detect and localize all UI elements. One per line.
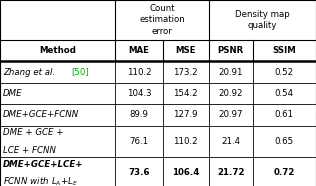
Text: 89.9: 89.9 (130, 110, 149, 119)
Text: Density map
quality: Density map quality (235, 10, 290, 30)
Text: 21.72: 21.72 (217, 169, 245, 177)
Text: [50]: [50] (71, 68, 89, 77)
Text: Count
estimation
error: Count estimation error (139, 4, 185, 36)
Text: 0.65: 0.65 (275, 137, 294, 146)
Text: 154.2: 154.2 (173, 89, 198, 98)
Text: MAE: MAE (129, 46, 149, 55)
Text: 73.6: 73.6 (128, 169, 150, 177)
Text: 173.2: 173.2 (173, 68, 198, 77)
Text: SSIM: SSIM (272, 46, 296, 55)
Text: 0.52: 0.52 (275, 68, 294, 77)
Text: Method: Method (39, 46, 76, 55)
Text: MSE: MSE (175, 46, 196, 55)
Text: DME+GCE+FCNN: DME+GCE+FCNN (3, 110, 79, 119)
Text: DME+GCE+LCE+: DME+GCE+LCE+ (3, 160, 84, 169)
Text: 0.54: 0.54 (275, 89, 294, 98)
Text: 106.4: 106.4 (172, 169, 199, 177)
Text: 110.2: 110.2 (173, 137, 198, 146)
Text: 20.92: 20.92 (218, 89, 243, 98)
Text: 20.91: 20.91 (218, 68, 243, 77)
Text: 104.3: 104.3 (127, 89, 151, 98)
Text: 21.4: 21.4 (221, 137, 240, 146)
Text: 0.72: 0.72 (274, 169, 295, 177)
Text: DME: DME (3, 89, 23, 98)
Text: 0.61: 0.61 (275, 110, 294, 119)
Text: $\mathit{FCNN}$ $\mathit{with}$ $\mathit{L}_A\mathit{+L}_E$: $\mathit{FCNN}$ $\mathit{with}$ $\mathit… (3, 176, 78, 186)
Text: DME + GCE +: DME + GCE + (3, 128, 64, 137)
Text: PSNR: PSNR (217, 46, 244, 55)
Text: 20.97: 20.97 (218, 110, 243, 119)
Text: 110.2: 110.2 (127, 68, 151, 77)
Text: LCE + FCNN: LCE + FCNN (3, 146, 56, 155)
Text: 76.1: 76.1 (130, 137, 149, 146)
Text: Zhang et al.: Zhang et al. (3, 68, 55, 77)
Text: 127.9: 127.9 (173, 110, 198, 119)
